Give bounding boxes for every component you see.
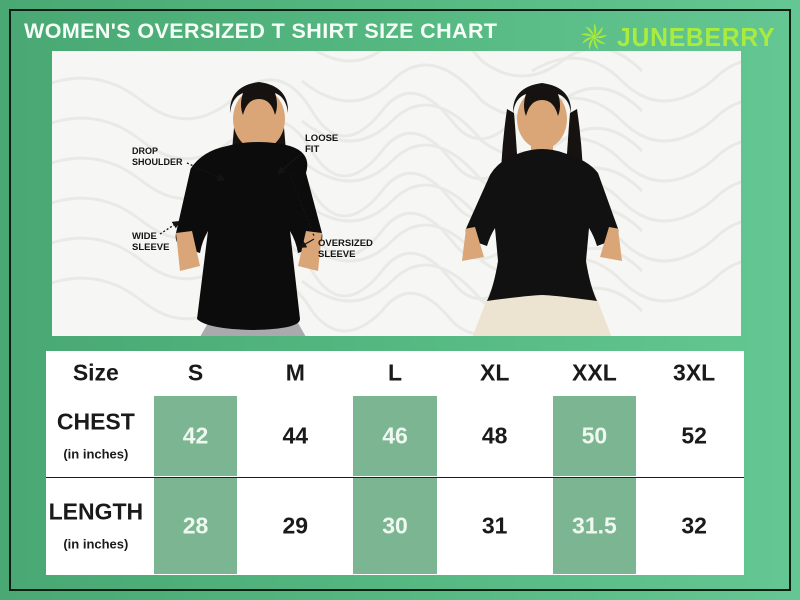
svg-text:WIDE: WIDE	[132, 231, 157, 242]
svg-text:DROP: DROP	[132, 146, 158, 156]
svg-text:SLEEVE: SLEEVE	[132, 242, 170, 253]
svg-text:OVERSIZED: OVERSIZED	[318, 238, 373, 249]
svg-text:SLEEVE: SLEEVE	[318, 249, 356, 260]
svg-text:LOOSE: LOOSE	[305, 133, 338, 144]
svg-text:FIT: FIT	[305, 144, 319, 155]
svg-text:SHOULDER: SHOULDER	[132, 157, 183, 167]
